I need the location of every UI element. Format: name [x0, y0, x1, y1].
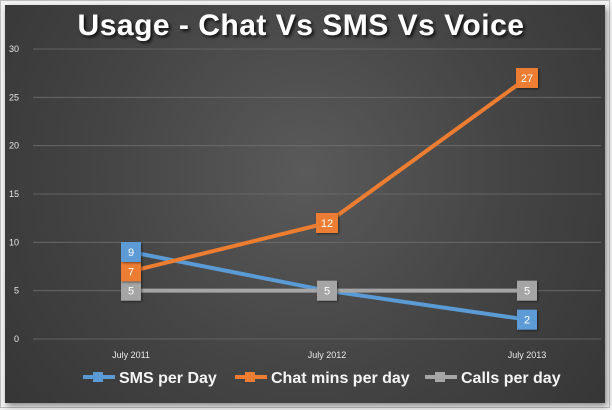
data-label-0-2: 2: [524, 315, 530, 327]
data-point-2-0: [121, 280, 141, 301]
data-label-2-0: 5: [128, 286, 134, 298]
legend-label-2: Calls per day: [461, 370, 561, 387]
x-tick-label-2: July 2013: [508, 350, 547, 360]
data-point-2-1: [317, 280, 337, 301]
y-tick-label-0: 0: [14, 334, 19, 344]
x-tick-label-1: July 2012: [308, 350, 347, 360]
data-point-2-2: [517, 280, 537, 301]
chart-title: Usage - Chat Vs SMS Vs Voice: [78, 9, 525, 42]
data-label-1-1: 12: [321, 218, 333, 230]
y-tick-label-15: 15: [9, 189, 19, 199]
data-label-1-2: 27: [521, 73, 533, 85]
chart-panel: Usage - Chat Vs SMS Vs Voice 0 5 10 15 20 25 3…: [5, 5, 605, 403]
data-label-0-0: 9: [128, 247, 134, 259]
y-tick-label-5: 5: [14, 286, 19, 296]
line-chart: Usage - Chat Vs SMS Vs Voice 05101520253…: [9, 9, 601, 387]
data-label-2-2: 5: [524, 286, 530, 298]
legend: SMS per Day Chat mins per day Calls per da…: [83, 370, 561, 387]
y-tick-label-25: 25: [9, 92, 19, 102]
legend-marker-0: [93, 372, 103, 382]
data-point-0-2: [517, 309, 537, 330]
data-label-1-0: 7: [128, 266, 134, 278]
data-point-0-0: [121, 242, 141, 262]
y-tick-label-20: 20: [9, 141, 19, 151]
legend-label-0: SMS per Day: [119, 370, 217, 387]
x-tick-label-0: July 2011: [112, 350, 150, 360]
data-point-1-2: [516, 68, 538, 88]
y-tick-label-30: 30: [9, 44, 19, 54]
legend-label-1: Chat mins per day: [271, 370, 410, 387]
y-tick-label-10: 10: [9, 237, 19, 247]
data-point-1-0: [121, 261, 141, 282]
legend-marker-1: [245, 372, 255, 382]
data-label-2-1: 5: [324, 286, 330, 298]
legend-marker-2: [435, 372, 445, 382]
data-point-1-1: [316, 213, 338, 233]
series-layer: 5 5 5 7 12 27 9 2: [121, 68, 538, 330]
